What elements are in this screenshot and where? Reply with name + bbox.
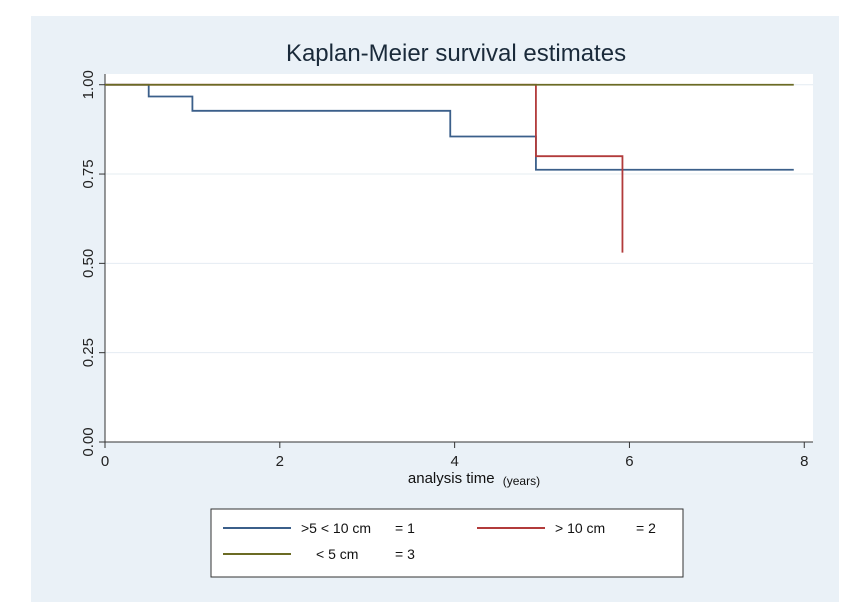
legend-label-1: >5 < 10 cm (301, 520, 371, 536)
legend-code-2: = 2 (636, 520, 656, 536)
km-chart: Kaplan-Meier survival estimates 0.00 0.25… (80, 40, 813, 578)
legend-box (210, 508, 684, 578)
x-axis-label: analysis time (408, 470, 495, 487)
legend: >5 < 10 cm = 1 > 10 cm = 2 < 5 cm = 3 (210, 508, 684, 578)
x-tick-label: 6 (625, 453, 633, 470)
x-tick-label: 2 (276, 453, 284, 470)
x-tick-label: 0 (101, 453, 109, 470)
y-tick-label: 0.25 (80, 338, 97, 367)
chart-frame: Kaplan-Meier survival estimates 0.00 0.25… (31, 16, 839, 602)
x-axis-title: analysis time (years) (408, 470, 540, 488)
x-tick-label: 4 (450, 453, 458, 470)
y-tick-label: 0.00 (80, 427, 97, 456)
x-axis-unit: (years) (503, 474, 540, 488)
y-tick-label: 0.75 (80, 159, 97, 188)
x-tick-label: 8 (800, 453, 808, 470)
y-tick-label: 1.00 (80, 70, 97, 99)
legend-label-3: < 5 cm (316, 546, 358, 562)
legend-code-1: = 1 (395, 520, 415, 536)
y-tick-label: 0.50 (80, 249, 97, 278)
legend-code-3: = 3 (395, 546, 415, 562)
plot-area (105, 74, 813, 442)
legend-label-2: > 10 cm (555, 520, 605, 536)
chart-title: Kaplan-Meier survival estimates (286, 40, 626, 67)
